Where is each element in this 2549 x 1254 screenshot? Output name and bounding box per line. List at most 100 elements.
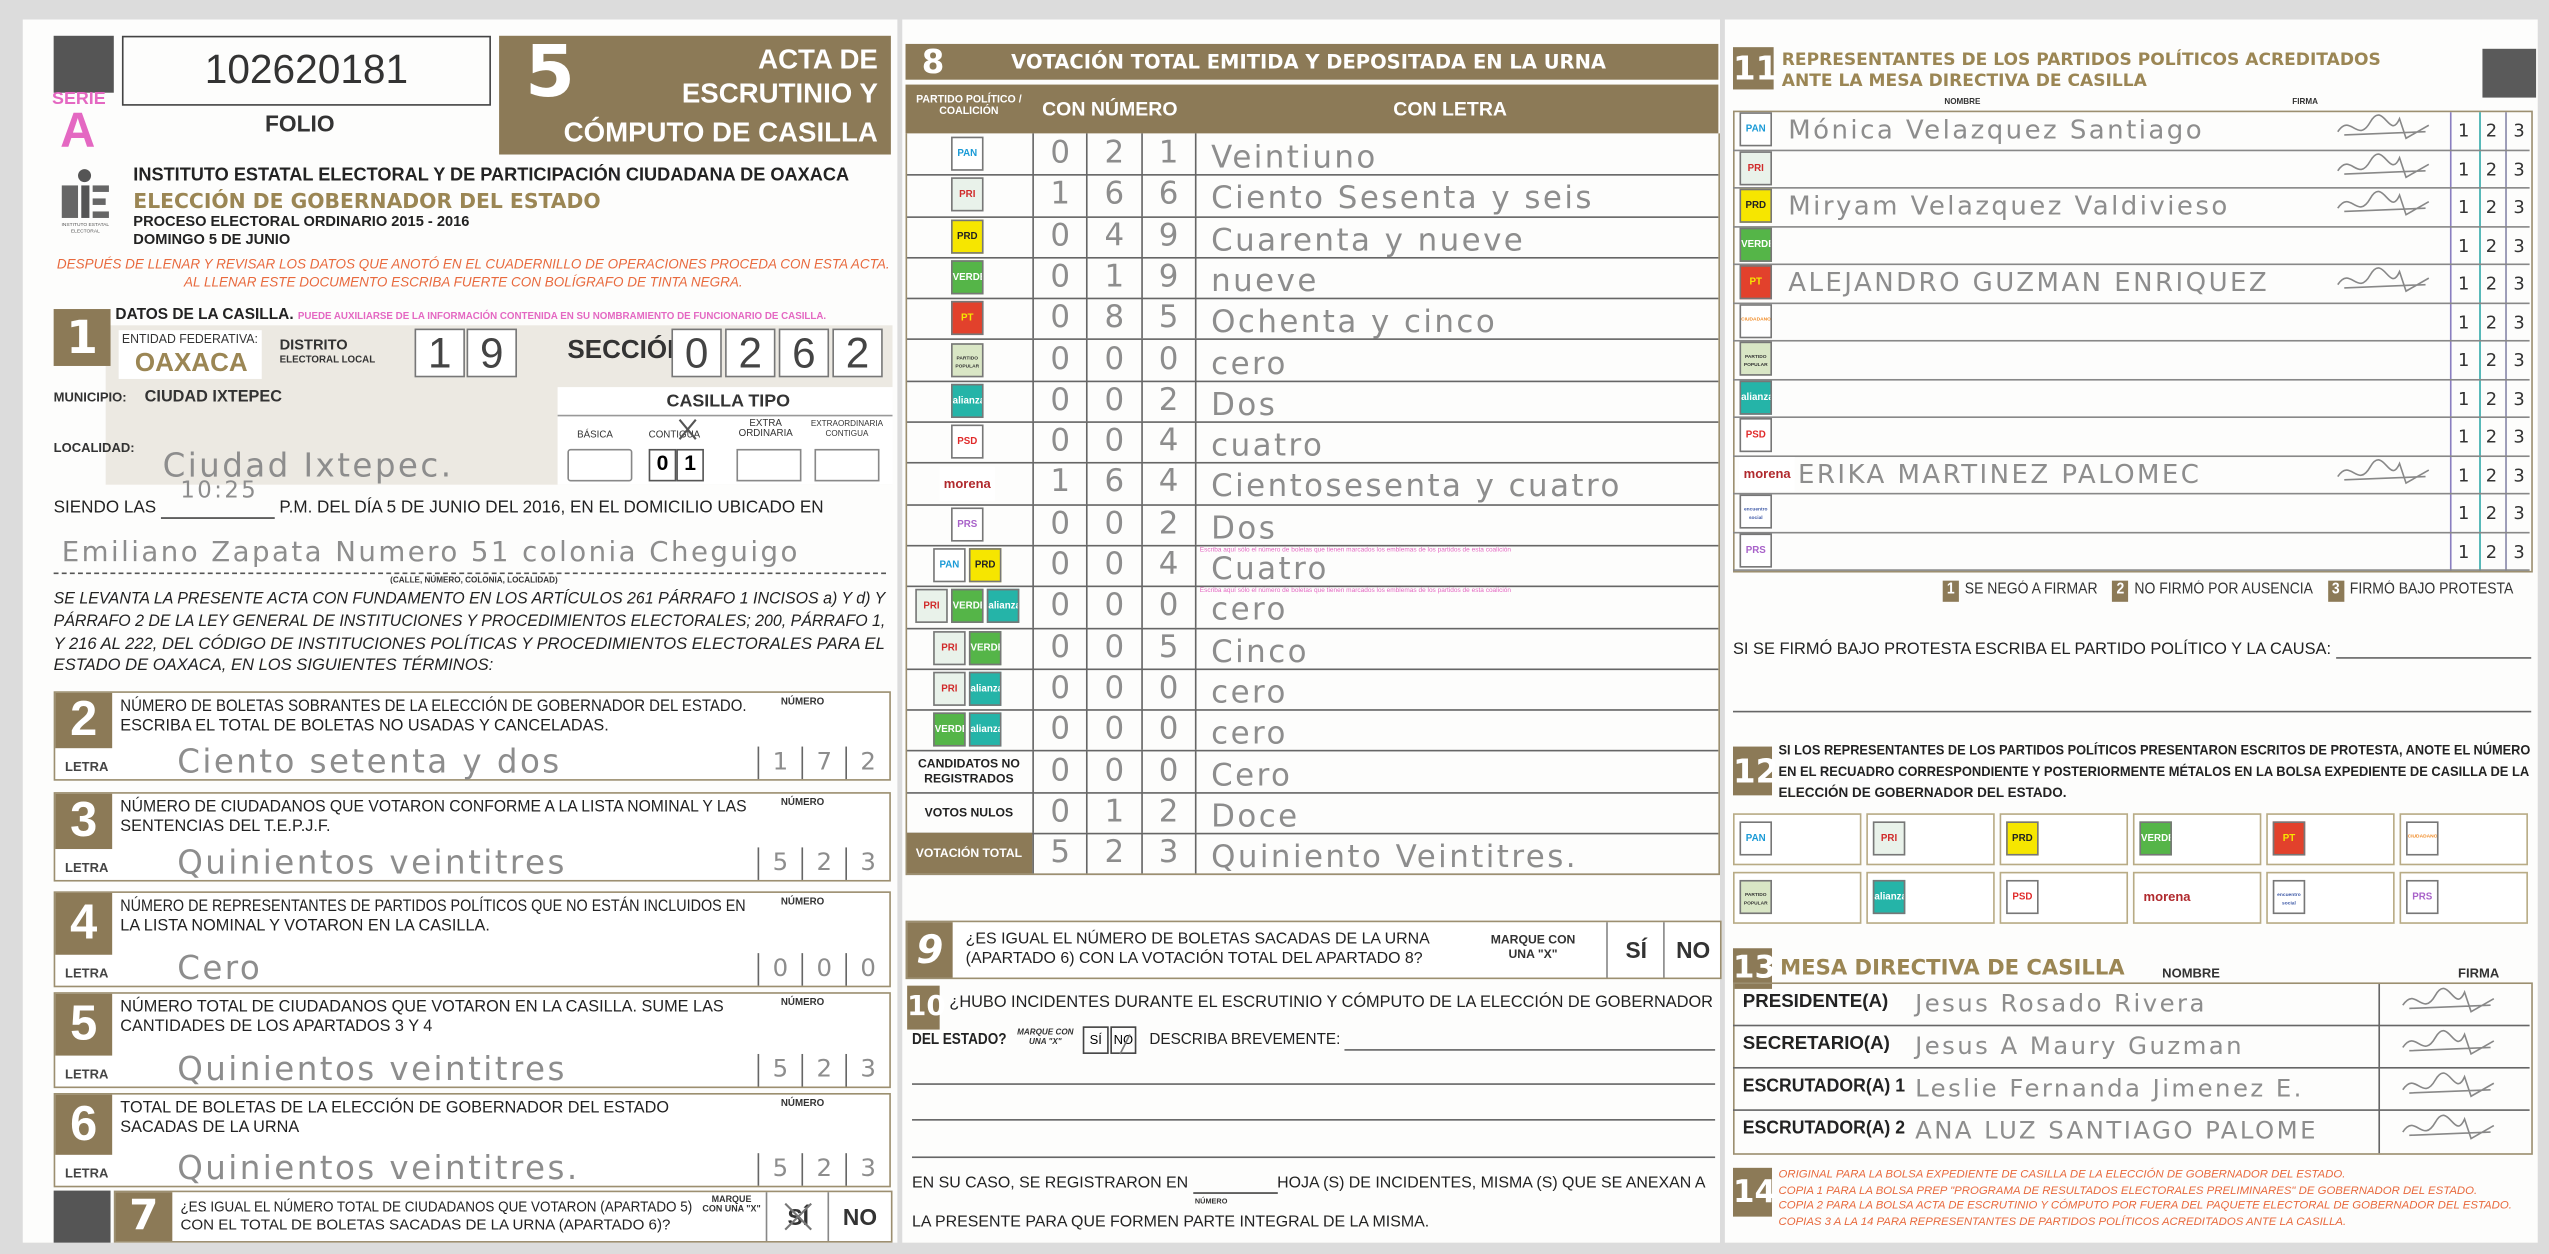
digit-cell[interactable]: 0 [1142,586,1197,628]
digit-cell[interactable]: 3 [845,847,889,880]
digit-cell[interactable]: 0 [1034,791,1089,833]
digit-cell[interactable]: 0 [1088,627,1143,669]
signature-option-3[interactable]: 3 [2513,196,2525,218]
digit-cell[interactable]: 0 [1088,709,1143,751]
digit-cell[interactable]: 0 [1034,627,1089,669]
letra-value[interactable]: cuatro [1211,427,1325,464]
letra-value[interactable]: nueve [1211,263,1319,300]
digit-cell[interactable]: 0 [1034,339,1089,381]
digit-cell[interactable]: 4 [1142,421,1197,463]
digit-cell[interactable]: 0 [1034,380,1089,422]
opening-time[interactable]: 10:25 [180,478,259,505]
digit-cell[interactable]: 5 [1034,832,1089,875]
letra-value[interactable]: Dos [1211,386,1278,423]
digit-cell[interactable]: 0 [1034,668,1089,710]
signature-option-1[interactable]: 1 [2458,426,2470,448]
protest-box-prs[interactable]: PRS [2399,871,2528,924]
digit-cell[interactable]: 2 [1142,380,1197,422]
digit-cell[interactable]: 0 [1142,709,1197,751]
official-name[interactable]: Jesus Rosado Rivera [1915,988,2207,1019]
official-name[interactable]: Leslie Fernanda Jimenez E. [1915,1073,2304,1103]
signature-option-3[interactable]: 3 [2513,273,2525,295]
localidad-value[interactable]: Ciudad Ixtepec. [162,445,454,485]
digit-cell[interactable]: 0 [1142,339,1197,381]
digit-cell[interactable]: 0 [1088,750,1143,792]
signature-option-1[interactable]: 1 [2458,540,2470,562]
letra-value[interactable]: Ciento setenta y dos [177,741,562,781]
protest-box-pri[interactable]: PRI [1866,813,1995,866]
digit-cell[interactable]: 2 [801,847,845,880]
protest-box-pan[interactable]: PAN [1732,813,1862,866]
letra-value[interactable]: Quiniento Veintitres. [1211,839,1579,876]
section-10-no-box[interactable]: NO [1110,1026,1137,1055]
digit-cell[interactable]: 0 [1034,503,1089,545]
letra-value[interactable]: Cero [177,948,263,988]
signature-option-3[interactable]: 3 [2513,464,2525,486]
digit-cell[interactable]: 2 [1142,791,1197,833]
protest-line[interactable] [1732,710,2532,713]
digit-cell[interactable]: 0 [1088,421,1143,463]
signature-option-3[interactable]: 3 [2513,235,2525,257]
section-7-no-box[interactable]: NO [827,1192,890,1242]
digit-cell[interactable]: 0 [1088,503,1143,545]
representative-name[interactable]: ALEJANDRO GUZMAN ENRIQUEZ [1788,266,2270,298]
hojas-number-field[interactable] [1192,1174,1278,1194]
digit-cell[interactable]: 0 [845,953,889,986]
describe-line[interactable] [1344,1049,1716,1051]
signature-option-3[interactable]: 3 [2513,311,2525,333]
letra-value[interactable]: cero [1211,345,1288,382]
section-9-no-box[interactable]: NO [1663,922,1722,978]
digit-cell[interactable]: 1 [1088,791,1143,833]
digit-cell[interactable]: 0 [1088,668,1143,710]
protest-line[interactable] [2336,657,2532,659]
digit-cell[interactable]: 6 [1142,174,1197,216]
digit-cell[interactable]: 5 [1142,297,1197,340]
representative-name[interactable]: Miryam Velazquez Valdivieso [1788,190,2230,222]
digit-cell[interactable]: 6 [1088,174,1143,216]
digit-cell[interactable]: 9 [1142,215,1197,257]
letra-value[interactable]: Quinientos veintitres [177,842,567,882]
signature-option-2[interactable]: 2 [2485,349,2498,371]
digit-cell[interactable]: 2 [845,746,889,780]
signature-option-2[interactable]: 2 [2485,311,2498,333]
letra-value[interactable]: Quinientos veintitres [177,1049,567,1089]
letra-value[interactable]: Doce [1211,798,1300,835]
signature-option-3[interactable]: 3 [2513,349,2525,371]
signature-option-1[interactable]: 1 [2458,158,2470,180]
digit-cell[interactable]: 9 [1142,256,1197,298]
letra-value[interactable]: cero [1211,674,1288,711]
letra-value[interactable]: Ochenta y cinco [1211,304,1498,341]
signature-option-3[interactable]: 3 [2513,158,2525,180]
digit-cell[interactable]: 0 [1088,380,1143,422]
contigua-digit[interactable]: 0 [648,448,677,482]
protest-box-psd[interactable]: PSD [1999,871,2129,924]
digit-cell[interactable]: 1 [1034,462,1089,504]
letra-value[interactable]: Quinientos veintitres. [177,1148,580,1188]
protest-box-pt[interactable]: PT [2266,813,2395,866]
letra-value[interactable]: Ciento Sesenta y seis [1211,181,1594,217]
describe-line[interactable] [912,1156,1716,1159]
digit-cell[interactable]: 0 [1034,297,1089,340]
digit-cell[interactable]: 4 [1142,462,1197,504]
digit-cell[interactable]: 1 [1142,133,1197,175]
digit-cell[interactable]: 0 [1034,544,1089,587]
signature-option-1[interactable]: 1 [2458,387,2470,410]
protest-box-verde[interactable]: VERDE [2132,813,2262,866]
signature-option-2[interactable]: 2 [2485,196,2498,218]
digit-cell[interactable]: 0 [801,953,845,986]
digit-cell[interactable]: 0 [1088,544,1143,587]
basica-box[interactable] [567,448,633,482]
letra-value[interactable]: Cientosesenta y cuatro [1211,469,1622,505]
signature-option-2[interactable]: 2 [2485,464,2498,486]
representative-name[interactable]: ERIKA MARTINEZ PALOMEC [1798,457,2202,489]
digit-cell[interactable]: 0 [1034,215,1089,257]
representative-name[interactable]: Mónica Velazquez Santiago [1788,113,2205,145]
protest-box-mc[interactable]: CIUDADANO [2399,813,2528,866]
digit-cell[interactable]: 4 [1142,544,1197,587]
digit-cell[interactable]: 7 [801,746,845,780]
digit-cell[interactable]: 2 [1088,832,1143,875]
signature-option-3[interactable]: 3 [2513,120,2525,142]
signature-option-1[interactable]: 1 [2458,273,2470,295]
signature-option-2[interactable]: 2 [2485,387,2498,410]
digit-cell[interactable]: 5 [1142,627,1197,669]
